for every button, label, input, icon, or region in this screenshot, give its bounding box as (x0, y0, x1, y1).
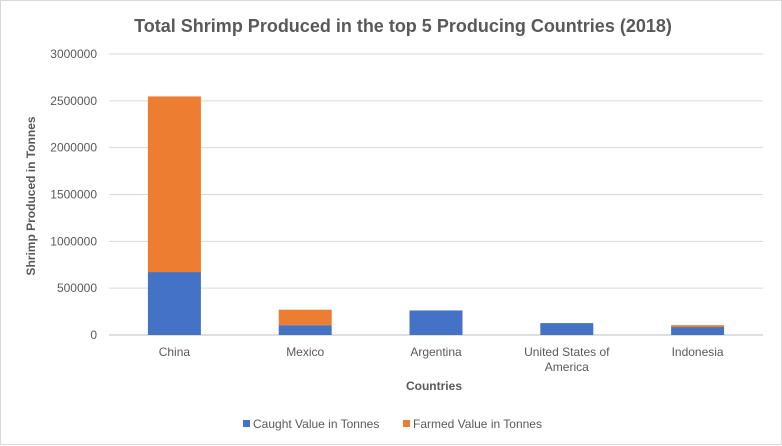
x-tick-label: Argentina (410, 345, 462, 359)
bar-farmed-china (147, 96, 201, 273)
gridlines (109, 53, 763, 336)
x-tick-label: Indonesia (672, 345, 724, 359)
y-tick-label: 0 (90, 328, 97, 342)
y-tick-label: 1000000 (50, 234, 97, 248)
y-tick-label: 2500000 (50, 94, 97, 108)
chart-title: Total Shrimp Produced in the top 5 Produ… (134, 16, 672, 36)
y-axis-ticks: 0 500000 1000000 1500000 2000000 2500000 30000… (50, 47, 97, 342)
bar-caught-china (147, 272, 201, 335)
y-tick-label: 3000000 (50, 47, 97, 61)
x-tick-label: United States of America (524, 345, 610, 374)
y-tick-label: 2000000 (50, 141, 97, 155)
bar-farmed-indonesia (671, 325, 725, 328)
x-tick-label: Mexico (286, 345, 324, 359)
y-tick-label: 500000 (57, 281, 97, 295)
y-tick-label: 1500000 (50, 188, 97, 202)
legend-swatch-caught (243, 420, 250, 427)
legend-label-caught: Caught Value in Tonnes (253, 417, 379, 431)
bar-caught-indonesia (671, 327, 725, 335)
y-axis-title: Shrimp Produced in Tonnes (24, 116, 38, 275)
bar-caught-united-states-of-america (540, 323, 594, 335)
bar-caught-argentina (409, 310, 463, 335)
legend: Caught Value in Tonnes Farmed Value in To… (243, 417, 542, 431)
x-axis-ticks: China Mexico Argentina United States of Amer… (159, 345, 724, 374)
bar-caught-mexico (278, 325, 332, 335)
bars (147, 96, 725, 335)
x-tick-label: China (159, 345, 191, 359)
legend-label-farmed: Farmed Value in Tonnes (413, 417, 542, 431)
legend-swatch-farmed (403, 420, 410, 427)
bar-farmed-mexico (278, 309, 332, 326)
x-axis-title: Countries (406, 379, 462, 393)
